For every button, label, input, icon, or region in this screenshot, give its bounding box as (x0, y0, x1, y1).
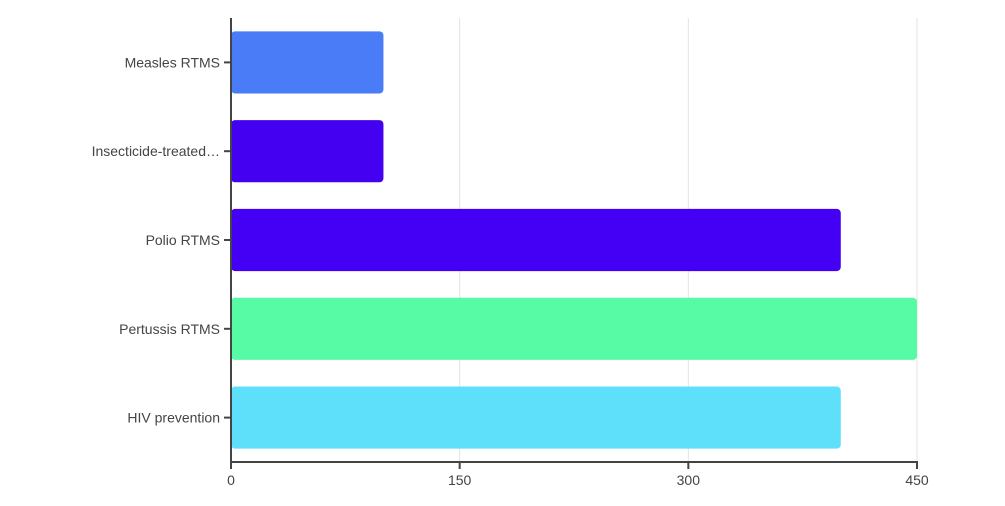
y-tick-label: Pertussis RTMS (119, 321, 220, 337)
bars (231, 31, 917, 449)
bar (231, 386, 841, 449)
bar (231, 120, 384, 183)
y-ticks: Measles RTMS Insecticide-treated… Polio RT… (92, 54, 231, 426)
x-tick-label: 450 (905, 472, 929, 488)
bar (231, 31, 384, 94)
y-tick-label: Measles RTMS (125, 54, 220, 70)
x-tick-label: 300 (677, 472, 701, 488)
x-ticks: 0 150 300 450 (227, 462, 929, 488)
x-tick-label: 150 (448, 472, 472, 488)
bar (231, 208, 841, 272)
y-tick-label: Insecticide-treated… (92, 143, 220, 159)
x-tick-label: 0 (227, 472, 235, 488)
bar (231, 297, 917, 360)
y-tick-label: Polio RTMS (146, 232, 220, 248)
y-tick-label: HIV prevention (127, 410, 220, 426)
